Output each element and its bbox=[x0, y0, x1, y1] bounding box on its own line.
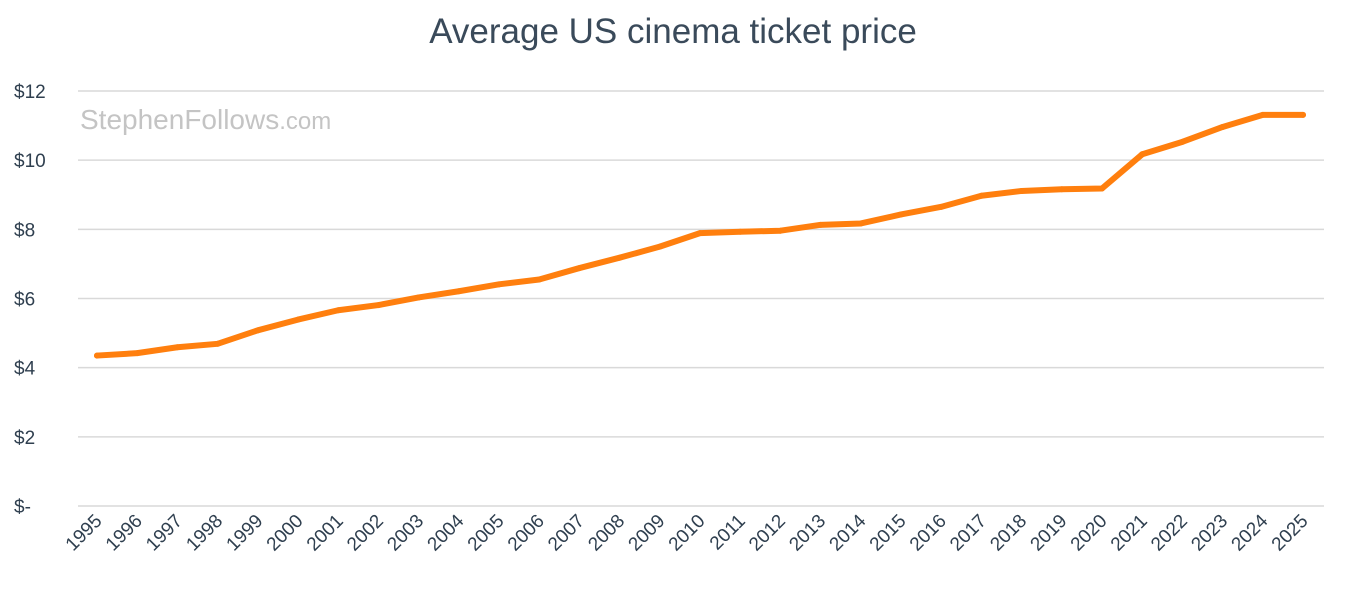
y-tick-label: $10 bbox=[14, 151, 46, 172]
data-point bbox=[978, 192, 985, 199]
data-point bbox=[576, 265, 583, 272]
x-tick-label: 2001 bbox=[303, 511, 348, 556]
data-point bbox=[94, 352, 100, 359]
x-tick-label: 2018 bbox=[986, 511, 1031, 556]
data-point bbox=[817, 221, 824, 228]
x-tick-label: 2016 bbox=[906, 511, 951, 556]
data-point bbox=[1219, 123, 1226, 130]
x-tick-label: 2015 bbox=[866, 511, 911, 556]
gridlines bbox=[78, 90, 1324, 507]
x-tick-label: 2005 bbox=[464, 511, 509, 556]
data-point bbox=[1300, 111, 1306, 118]
y-tick-label: $- bbox=[14, 497, 31, 518]
data-point bbox=[214, 340, 221, 347]
x-tick-label: 2006 bbox=[504, 511, 549, 556]
data-point bbox=[335, 307, 342, 314]
data-point bbox=[134, 350, 141, 357]
data-point bbox=[857, 220, 864, 227]
watermark-main: StephenFollows bbox=[80, 104, 279, 135]
x-tick-label: 1997 bbox=[142, 511, 187, 556]
data-point bbox=[616, 254, 623, 261]
x-tick-label: 2020 bbox=[1067, 511, 1112, 556]
data-point bbox=[496, 281, 502, 288]
x-tick-label: 1998 bbox=[182, 511, 227, 556]
x-tick-label: 2009 bbox=[625, 511, 670, 556]
x-tick-label: 2000 bbox=[263, 511, 308, 556]
x-tick-label: 2023 bbox=[1187, 511, 1232, 556]
data-point bbox=[536, 276, 543, 283]
x-tick-label: 2010 bbox=[665, 511, 710, 556]
x-tick-label: 2013 bbox=[785, 511, 830, 556]
data-point bbox=[174, 344, 181, 351]
data-point bbox=[697, 230, 703, 237]
data-point bbox=[737, 228, 744, 235]
watermark: StephenFollows.com bbox=[80, 104, 331, 135]
x-tick-label: 2002 bbox=[343, 511, 388, 556]
x-tick-label: 2017 bbox=[946, 511, 991, 556]
y-tick-label: $8 bbox=[14, 220, 35, 241]
x-tick-label: 2025 bbox=[1268, 511, 1313, 556]
data-point bbox=[375, 302, 382, 309]
x-tick-label: 2012 bbox=[745, 511, 790, 556]
data-point bbox=[1058, 186, 1065, 193]
x-tick-label: 2004 bbox=[424, 510, 469, 555]
x-tick-label: 2008 bbox=[584, 511, 629, 556]
data-point bbox=[295, 316, 301, 323]
x-tick-label: 1995 bbox=[62, 511, 107, 556]
x-tick-label: 2021 bbox=[1107, 511, 1152, 556]
data-point bbox=[656, 243, 663, 250]
data-point bbox=[1259, 111, 1266, 118]
y-tick-label: $12 bbox=[14, 82, 46, 103]
x-tick-label: 2024 bbox=[1228, 510, 1273, 555]
data-point bbox=[777, 227, 784, 234]
x-tick-label: 2003 bbox=[383, 511, 428, 556]
data-point bbox=[1018, 187, 1025, 194]
x-tick-label: 2014 bbox=[826, 510, 871, 555]
x-tick-label: 1996 bbox=[102, 511, 147, 556]
data-point bbox=[254, 327, 261, 334]
x-tick-label: 2007 bbox=[544, 511, 589, 556]
y-tick-label: $4 bbox=[14, 359, 36, 380]
data-point bbox=[938, 203, 945, 210]
y-axis-labels: $- $2 $4 $6 $8 $10 $12 bbox=[14, 82, 46, 518]
data-point bbox=[1139, 151, 1146, 158]
x-tick-label: 1999 bbox=[223, 511, 268, 556]
x-tick-label: 2022 bbox=[1147, 511, 1192, 556]
watermark-suffix: .com bbox=[279, 108, 331, 135]
data-point bbox=[1099, 185, 1105, 192]
x-tick-label: 2011 bbox=[706, 511, 750, 555]
y-tick-label: $6 bbox=[14, 290, 35, 311]
data-point bbox=[415, 294, 422, 301]
x-tick-label: 2019 bbox=[1027, 511, 1072, 556]
x-axis-labels: 1995199619971998199920002001200220032004… bbox=[62, 510, 1313, 555]
series-layer bbox=[94, 111, 1306, 359]
data-point bbox=[898, 211, 904, 218]
chart-title: Average US cinema ticket price bbox=[429, 12, 917, 51]
data-point bbox=[1179, 138, 1186, 145]
y-tick-label: $2 bbox=[14, 428, 35, 449]
data-point bbox=[455, 288, 462, 295]
